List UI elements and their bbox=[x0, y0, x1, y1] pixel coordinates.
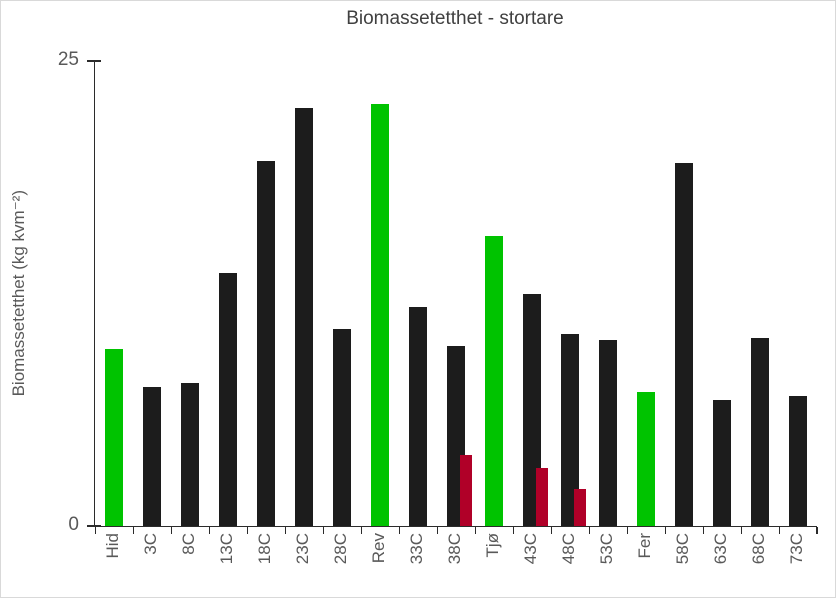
x-tick bbox=[550, 527, 552, 534]
x-tick-label: 8C bbox=[179, 533, 198, 555]
y-tick bbox=[87, 60, 101, 62]
bar-Tjø bbox=[485, 235, 503, 526]
y-axis-title: Biomassetetthet (kg kvm⁻²) bbox=[9, 190, 28, 397]
x-tick-label: 73C bbox=[787, 533, 806, 565]
x-tick-label-cell: 28C bbox=[322, 533, 360, 564]
x-tick bbox=[132, 527, 134, 534]
x-tick-label: 68C bbox=[749, 533, 768, 565]
x-axis-labels: Hid 3C 8C 13C 18C 23C 28C Rev 33C 38C Tjø 43C 48C 53C… bbox=[94, 533, 816, 564]
bar-33C bbox=[409, 306, 427, 526]
x-tick bbox=[208, 527, 210, 534]
x-tick-label-cell: 73C bbox=[778, 533, 816, 564]
x-tick bbox=[626, 527, 628, 534]
y-tick bbox=[87, 525, 101, 527]
bar-Fer bbox=[637, 392, 655, 526]
x-tick-label-cell: 48C bbox=[550, 533, 588, 564]
plot-area bbox=[94, 61, 818, 534]
bar-63C bbox=[713, 399, 731, 526]
y-axis-title-container: Biomassetetthet (kg kvm⁻²) bbox=[5, 61, 33, 526]
bar-28C bbox=[333, 328, 351, 526]
bar-38C-overlay bbox=[460, 455, 472, 526]
x-tick-label: 3C bbox=[141, 533, 160, 555]
x-tick bbox=[398, 527, 400, 534]
x-tick bbox=[322, 527, 324, 534]
x-tick bbox=[778, 527, 780, 534]
bar-13C bbox=[219, 273, 237, 526]
x-tick-label: 28C bbox=[331, 533, 350, 565]
y-tick-label: 0 bbox=[68, 514, 79, 535]
bar-3C bbox=[143, 386, 161, 526]
bar-Rev bbox=[371, 103, 389, 526]
x-tick-label-cell: Hid bbox=[94, 533, 132, 564]
bar-58C bbox=[675, 163, 693, 526]
x-tick-label: 48C bbox=[559, 533, 578, 565]
bar-48C bbox=[561, 334, 579, 526]
x-tick-label: 23C bbox=[293, 533, 312, 565]
x-tick-label: Tjø bbox=[483, 533, 502, 558]
x-tick bbox=[740, 527, 742, 534]
bar-48C-overlay bbox=[574, 488, 586, 526]
x-tick bbox=[588, 527, 590, 534]
x-tick-label: Fer bbox=[635, 533, 654, 559]
x-tick-label: 63C bbox=[711, 533, 730, 565]
x-tick bbox=[246, 527, 248, 534]
x-tick bbox=[284, 527, 286, 534]
x-tick bbox=[816, 527, 818, 534]
x-tick-label: 53C bbox=[597, 533, 616, 565]
bar-8C bbox=[181, 382, 199, 526]
x-tick-label-cell: 63C bbox=[702, 533, 740, 564]
x-tick bbox=[512, 527, 514, 534]
x-tick-label-cell: Fer bbox=[626, 533, 664, 564]
x-tick-label-cell: 23C bbox=[284, 533, 322, 564]
bar-18C bbox=[257, 161, 275, 526]
x-tick-label-cell: 33C bbox=[398, 533, 436, 564]
bar-23C bbox=[295, 107, 313, 526]
x-tick-label: 43C bbox=[521, 533, 540, 565]
bar-43C bbox=[523, 293, 541, 526]
x-tick bbox=[436, 527, 438, 534]
bar-Hid bbox=[105, 349, 123, 526]
x-tick-label: 58C bbox=[673, 533, 692, 565]
x-tick-label-cell: 58C bbox=[664, 533, 702, 564]
bar-68C bbox=[751, 338, 769, 526]
x-tick bbox=[664, 527, 666, 534]
x-tick-label: Hid bbox=[103, 533, 122, 559]
y-tick-label: 25 bbox=[57, 49, 79, 70]
x-tick bbox=[702, 527, 704, 534]
x-tick-label-cell: 53C bbox=[588, 533, 626, 564]
x-tick bbox=[360, 527, 362, 534]
x-tick-label: Rev bbox=[369, 533, 388, 564]
x-tick-label-cell: 38C bbox=[436, 533, 474, 564]
x-tick-label-cell: 18C bbox=[246, 533, 284, 564]
x-tick-label-cell: 43C bbox=[512, 533, 550, 564]
x-tick-label: 18C bbox=[255, 533, 274, 565]
x-tick bbox=[474, 527, 476, 534]
x-tick-label-cell: 68C bbox=[740, 533, 778, 564]
x-tick-label: 13C bbox=[217, 533, 236, 565]
x-tick-label-cell: 3C bbox=[132, 533, 170, 564]
x-tick-label-cell: 13C bbox=[208, 533, 246, 564]
bar-53C bbox=[599, 340, 617, 526]
bar-73C bbox=[789, 395, 807, 526]
x-tick-label: 33C bbox=[407, 533, 426, 565]
x-tick-label-cell: 8C bbox=[170, 533, 208, 564]
x-tick-label: 38C bbox=[445, 533, 464, 565]
x-tick-label-cell: Tjø bbox=[474, 533, 512, 564]
x-tick bbox=[94, 527, 96, 534]
chart-title: Biomassetetthet - stortare bbox=[346, 8, 564, 29]
x-tick bbox=[170, 527, 172, 534]
bar-43C-overlay bbox=[536, 468, 548, 526]
x-tick-label-cell: Rev bbox=[360, 533, 398, 564]
